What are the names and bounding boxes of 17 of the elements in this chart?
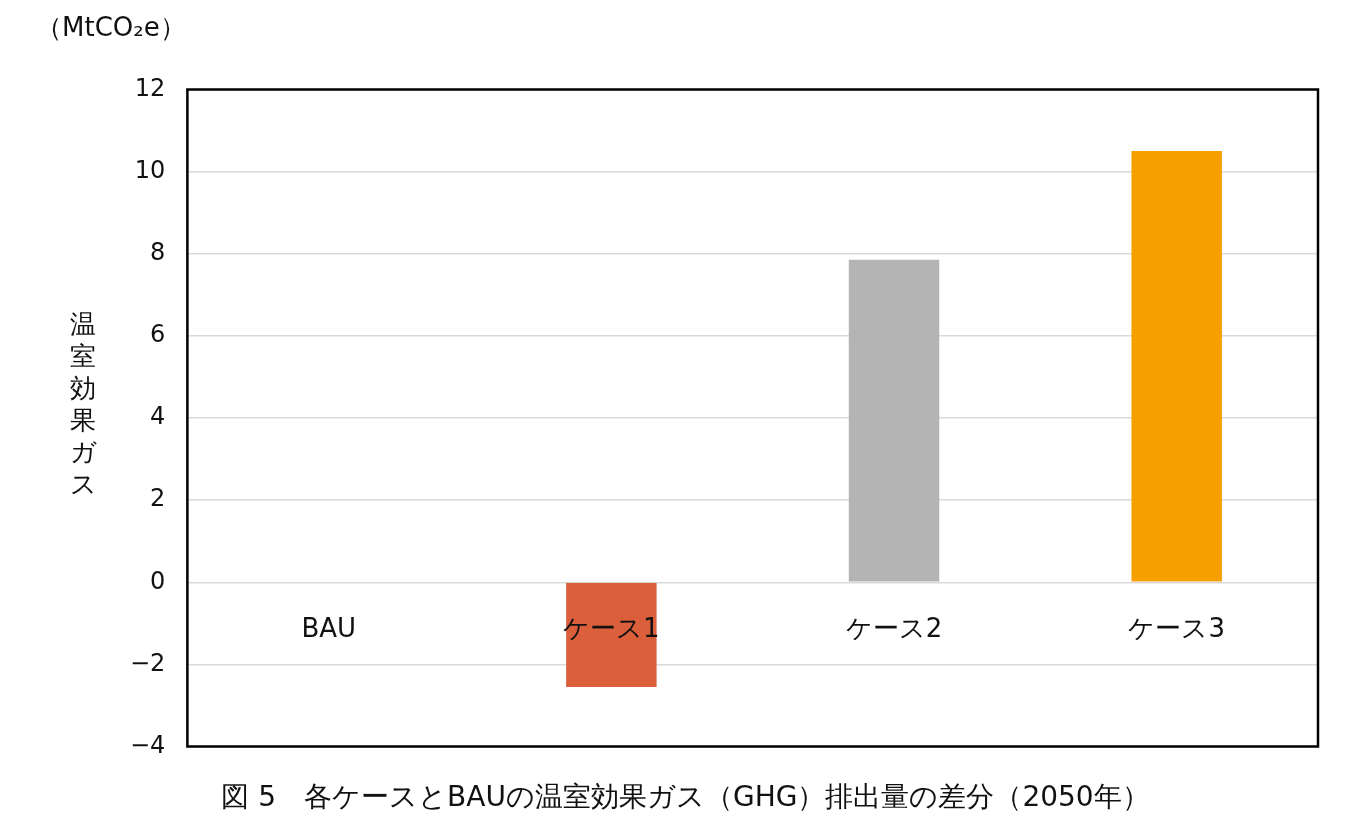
y-tick-label: 6: [150, 320, 166, 349]
y-tick-label: 10: [134, 155, 166, 184]
y-tick-label: −4: [129, 730, 166, 759]
y-tick-label: 2: [150, 484, 166, 513]
text: （MtCO₂e）: [36, 11, 186, 44]
y-tick-label: 0: [150, 566, 166, 595]
bar: [848, 259, 940, 582]
y-tick-label: −2: [129, 648, 166, 677]
y-axis-title: 温室効果ガス: [68, 308, 98, 500]
bar: [1131, 151, 1222, 582]
y-tick-label: 4: [150, 402, 166, 431]
y-tick-label: 8: [150, 237, 166, 266]
x-tick-label: ケース2: [845, 613, 943, 644]
x-tick-label: ケース3: [1128, 613, 1225, 644]
y-tick-label: 12: [134, 73, 166, 102]
text: 図 5 各ケースとBAUの温室効果ガス（GHG）排出量の差分（2050年）: [220, 779, 1151, 815]
x-tick-label: BAU: [301, 613, 357, 644]
